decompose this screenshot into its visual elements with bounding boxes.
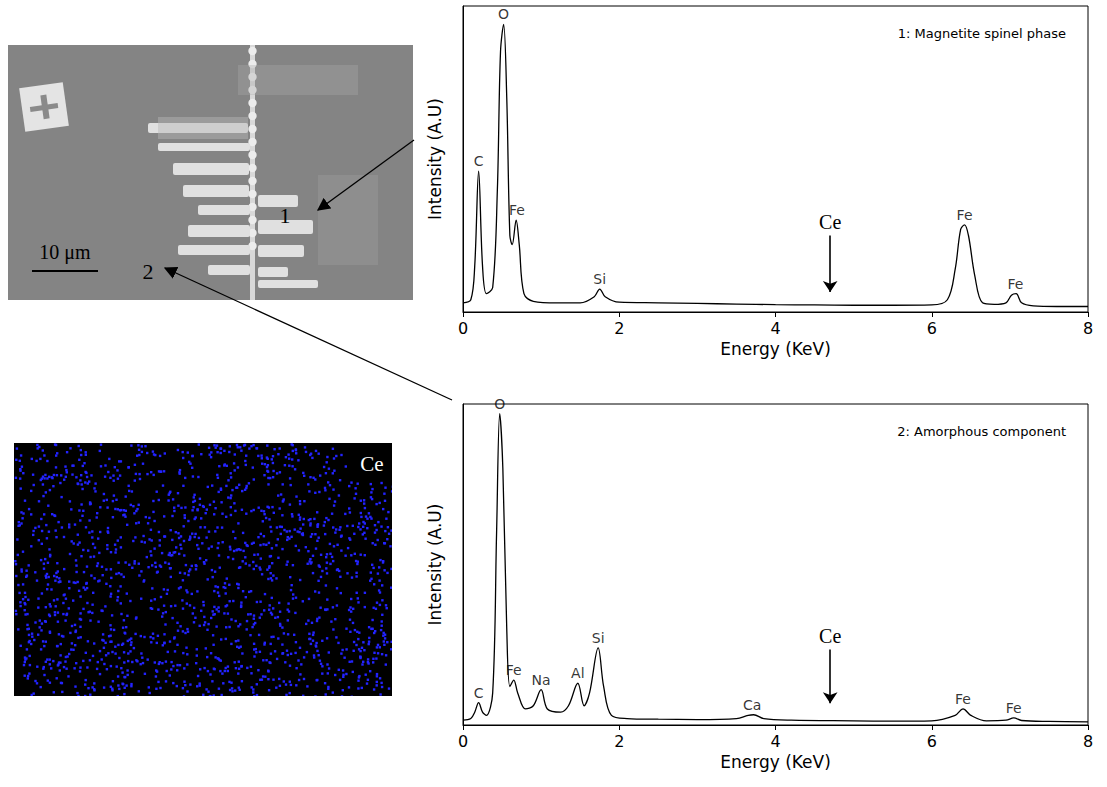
svg-text:8: 8 xyxy=(1083,319,1093,338)
svg-text:C: C xyxy=(474,685,484,701)
svg-text:2: 2 xyxy=(143,259,154,284)
svg-text:2: 2 xyxy=(614,319,624,338)
svg-text:Ca: Ca xyxy=(743,697,761,713)
svg-text:4: 4 xyxy=(770,319,780,338)
svg-text:Energy (KeV): Energy (KeV) xyxy=(720,339,831,359)
svg-text:C: C xyxy=(474,153,484,169)
svg-text:1: Magnetite spinel phase: 1: Magnetite spinel phase xyxy=(898,26,1066,41)
svg-text:Fe: Fe xyxy=(957,207,973,223)
svg-text:6: 6 xyxy=(927,732,937,751)
svg-text:10 μm: 10 μm xyxy=(39,241,91,264)
svg-text:Intensity (A.U): Intensity (A.U) xyxy=(425,98,445,220)
svg-text:Ce: Ce xyxy=(819,625,841,647)
svg-text:Na: Na xyxy=(532,672,551,688)
svg-text:Al: Al xyxy=(571,665,584,681)
svg-text:Fe: Fe xyxy=(1007,276,1023,292)
svg-text:4: 4 xyxy=(770,732,780,751)
svg-text:Ce: Ce xyxy=(819,211,841,233)
svg-text:1: 1 xyxy=(280,203,291,228)
svg-text:Fe: Fe xyxy=(505,662,522,679)
svg-text:Fe: Fe xyxy=(509,202,525,218)
svg-text:0: 0 xyxy=(458,732,468,751)
svg-text:Si: Si xyxy=(592,630,605,646)
svg-text:Fe: Fe xyxy=(955,691,971,707)
svg-text:2: 2 xyxy=(614,732,624,751)
svg-text:8: 8 xyxy=(1083,732,1093,751)
svg-text:Ce: Ce xyxy=(360,452,383,476)
svg-text:Intensity (A.U): Intensity (A.U) xyxy=(425,504,445,626)
svg-text:Si: Si xyxy=(593,271,606,287)
svg-text:0: 0 xyxy=(458,319,468,338)
svg-text:Energy (KeV): Energy (KeV) xyxy=(720,752,831,772)
svg-text:Fe: Fe xyxy=(1006,700,1022,716)
svg-text:O: O xyxy=(498,6,509,22)
svg-text:2: Amorphous component: 2: Amorphous component xyxy=(897,424,1066,439)
svg-text:O: O xyxy=(494,396,505,412)
svg-text:6: 6 xyxy=(927,319,937,338)
